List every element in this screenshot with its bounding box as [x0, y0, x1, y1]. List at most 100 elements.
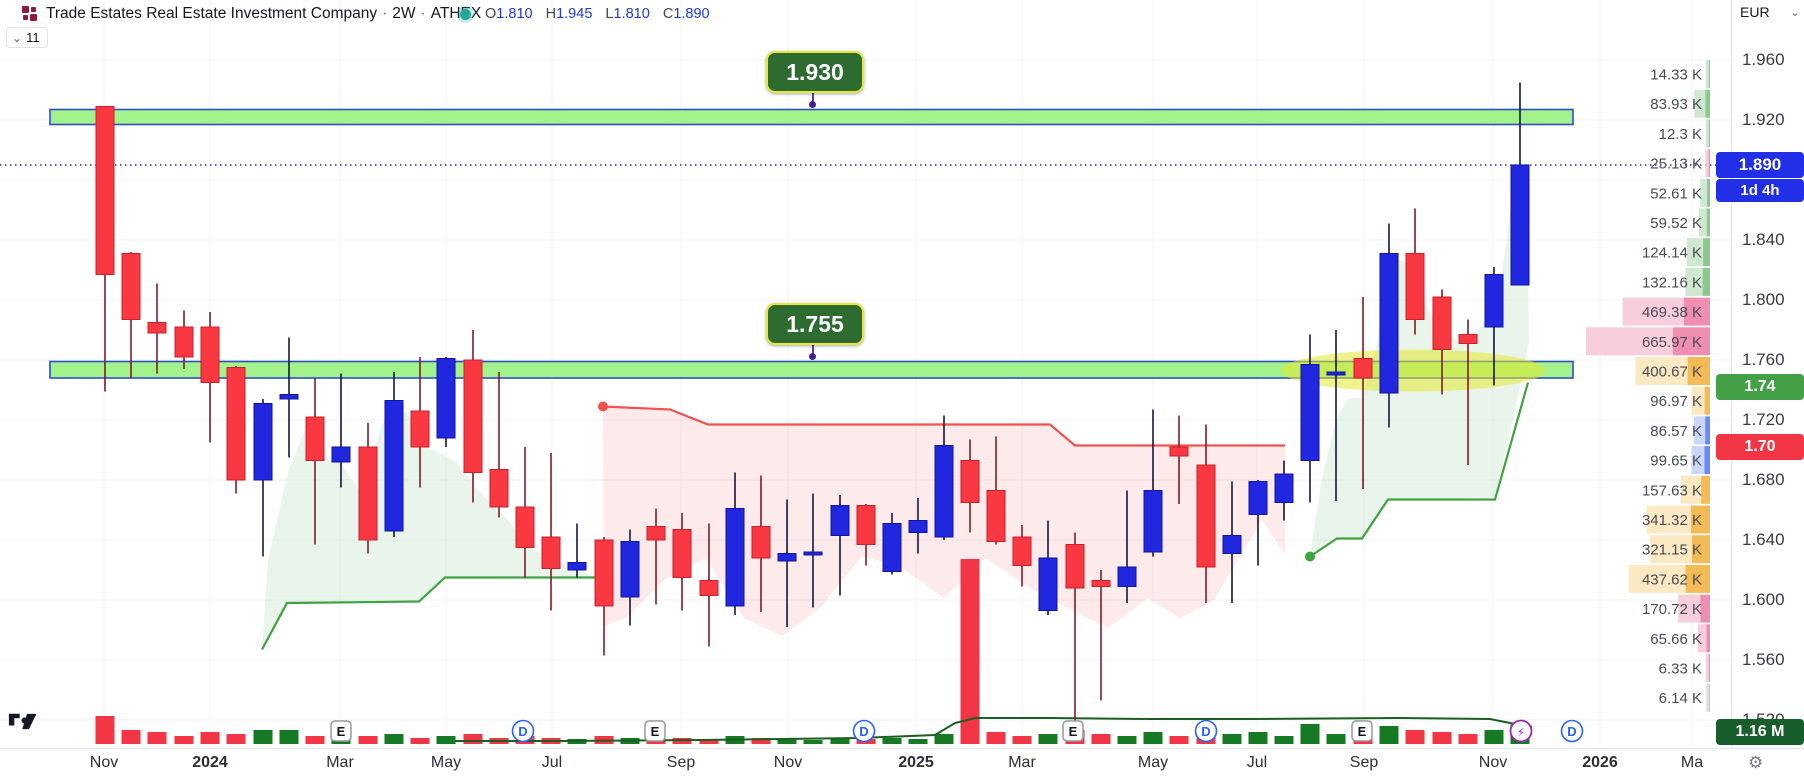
volume-bar	[1038, 734, 1058, 744]
volume-bar	[908, 739, 928, 744]
flash-marker[interactable]	[1509, 719, 1533, 743]
level-pin-dot	[809, 353, 816, 360]
candle-body	[1065, 544, 1085, 589]
volume-profile-bar	[1622, 297, 1684, 326]
candle-body	[1274, 473, 1294, 503]
volume-profile-label: 341.32 K	[1642, 512, 1702, 529]
gear-icon[interactable]: ⚙	[1748, 753, 1764, 772]
volume-profile-bar	[1691, 446, 1705, 475]
candle-body	[200, 326, 220, 383]
price-scale[interactable]: EUR ⌄ 1.960 1.920 1.840 1.800 1.760 1.720 1.68…	[1716, 0, 1804, 748]
trailing-stop-line	[261, 576, 600, 651]
candle-body	[147, 322, 167, 334]
volume-profile-label: 52.61 K	[1650, 185, 1702, 202]
earnings-marker[interactable]	[1062, 720, 1084, 742]
price-tick-label: 1.920	[1742, 110, 1785, 129]
symbol-name[interactable]: Trade Estates Real Estate Investment Com…	[46, 5, 378, 22]
candle-body	[725, 508, 745, 607]
interval-label[interactable]: 2W	[392, 5, 416, 22]
currency-selector[interactable]: EUR ⌄	[1740, 4, 1800, 20]
symbol-title[interactable]: Trade Estates Real Estate Investment Com…	[46, 5, 481, 23]
volume-profile-label: 99.65 K	[1650, 453, 1702, 470]
volume-profile-bar-strong	[1687, 357, 1710, 385]
candle-body	[174, 326, 194, 358]
volume-profile-bar-strong	[1708, 149, 1710, 178]
earnings-marker[interactable]	[1351, 720, 1373, 742]
volume-profile-bar-strong	[1708, 654, 1710, 682]
volume-bar	[1326, 734, 1346, 744]
object-tree-chip[interactable]: ⌄ 11	[6, 27, 48, 48]
dividend-marker[interactable]	[511, 719, 535, 743]
time-axis-label: 2025	[898, 754, 934, 771]
candle-body	[541, 536, 561, 569]
volume-profile-bar-strong	[1704, 446, 1710, 475]
stop-price-badge[interactable]: 1.70	[1716, 434, 1804, 460]
candle-body	[1484, 274, 1504, 328]
candle-body	[489, 469, 509, 508]
candle-body	[279, 394, 299, 400]
earnings-marker-letter: E	[1069, 724, 1078, 739]
candle-body	[95, 106, 115, 275]
price-tick-label: 1.680	[1742, 470, 1785, 489]
volume-profile-bar	[1691, 386, 1705, 415]
separator: ·	[382, 5, 388, 22]
dividend-marker[interactable]	[1194, 719, 1218, 743]
volume-bar	[699, 739, 719, 744]
last-price-badge[interactable]: 1.890	[1716, 152, 1804, 178]
volume-bar	[1274, 736, 1294, 744]
volume-profile-label: 665.97 K	[1642, 334, 1702, 351]
volume-profile-label: 157.63 K	[1642, 482, 1702, 499]
volume-profile-label: 437.62 K	[1642, 571, 1702, 588]
volume-profile-bar	[1706, 60, 1709, 88]
chart-header: Trade Estates Real Estate Investment Com…	[0, 0, 1730, 48]
price-zone[interactable]	[49, 360, 1574, 379]
volume-profile-bar-strong	[1704, 386, 1710, 415]
volume-bar	[1143, 732, 1163, 744]
volume-bar	[1432, 732, 1452, 744]
highlight-ellipse[interactable]	[1281, 349, 1545, 392]
dividend-marker[interactable]	[1560, 719, 1584, 743]
volume-bar	[986, 732, 1006, 744]
open-label: O	[485, 6, 497, 22]
chart-canvas[interactable]: 14.33 K 83.93 K 12.3 K 25.13 K 52.61 K 59.52 …	[0, 0, 1732, 748]
earnings-marker-letter: E	[337, 724, 346, 739]
volume-profile-bar-strong	[1708, 119, 1710, 148]
time-scale[interactable]: Nov 2024 Mar May Jul Sep Nov 2025 Mar May Jul Sep No…	[0, 749, 1804, 781]
resistance-level-tag[interactable]: 1.930	[766, 51, 864, 93]
volume-bar	[1300, 724, 1320, 744]
open-value: 1.810	[496, 6, 533, 22]
support-price-badge[interactable]: 1.74	[1716, 374, 1804, 400]
volume-profile-bar	[1680, 475, 1702, 504]
support-level-tag[interactable]: 1.755	[766, 303, 864, 345]
candle-body	[960, 460, 980, 503]
chevron-down-icon: ⌄	[12, 30, 23, 45]
tradingview-logo[interactable]	[8, 712, 40, 732]
volume-bar	[1012, 736, 1032, 744]
dividend-marker-letter: D	[1201, 724, 1210, 739]
time-axis-label: Ma	[1680, 754, 1704, 771]
close-value: 1.890	[673, 6, 710, 22]
price-tick-label: 1.840	[1742, 230, 1785, 249]
exchange-label[interactable]: ATHEX	[430, 5, 482, 22]
volume-profile-bar	[1700, 178, 1708, 207]
time-axis-label: Nov	[773, 754, 803, 771]
earnings-marker[interactable]	[330, 720, 352, 742]
volume-badge: 1.16 M	[1716, 719, 1804, 745]
dividend-marker[interactable]	[852, 719, 876, 743]
volume-bar	[1117, 736, 1137, 744]
candle-body	[463, 359, 483, 473]
volume-bar	[147, 732, 167, 744]
earnings-marker[interactable]	[644, 720, 666, 742]
earnings-marker-letter: E	[651, 724, 660, 739]
high-value: 1.945	[556, 6, 593, 22]
price-tick-label: 1.800	[1742, 290, 1785, 309]
candle-body	[331, 446, 351, 463]
time-axis-border	[0, 748, 1804, 749]
volume-bar	[1248, 732, 1268, 744]
volume-profile-bar-strong	[1683, 297, 1710, 326]
candle-body	[1405, 253, 1425, 320]
volume-profile-bar	[1706, 683, 1709, 712]
volume-bar	[200, 732, 220, 744]
price-zone[interactable]	[49, 108, 1574, 126]
volume-bar	[1405, 730, 1425, 744]
